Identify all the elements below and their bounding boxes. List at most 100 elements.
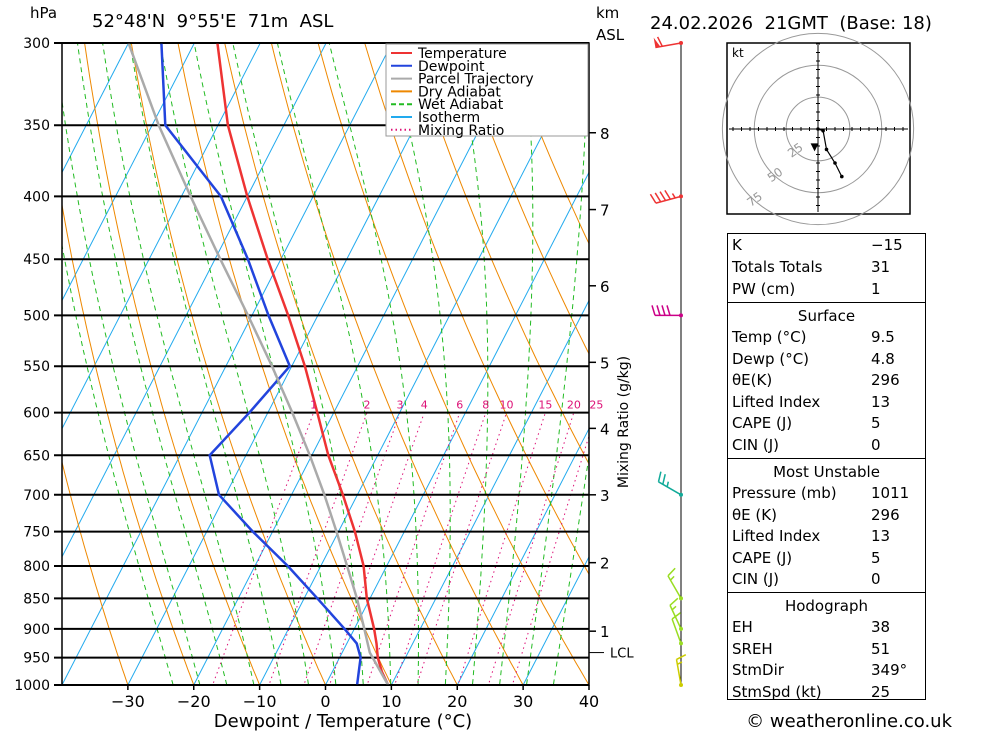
height-tick-label: 2 xyxy=(600,555,610,573)
wet-adiabat-line xyxy=(525,43,588,685)
legend-label: Dry Adiabat xyxy=(418,84,501,100)
row-label: Temp (°C) xyxy=(732,328,807,346)
table-row: CAPE (J) 5 xyxy=(728,548,925,570)
row-value: 0 xyxy=(871,435,881,454)
row-label: StmDir xyxy=(732,661,784,680)
x-tick-label: −30 xyxy=(111,692,145,711)
row-value: 349° xyxy=(871,661,908,680)
table-row: StmDir 349° xyxy=(728,660,925,682)
wet-adiabat-line xyxy=(62,242,174,685)
chart-grid xyxy=(0,6,1000,711)
x-axis-label: Dewpoint / Temperature (°C) xyxy=(214,711,472,732)
wet-adiabat-line xyxy=(232,43,364,685)
mixing-ratio-label: 2 xyxy=(363,399,370,412)
dry-adiabat-line xyxy=(317,43,589,685)
height-axis: 1 2 3 4 5 6 7 8 LCL xyxy=(589,125,634,662)
pressure-tick-label: 700 xyxy=(23,488,50,504)
wet-adiabat-line xyxy=(193,43,337,685)
height-tick-label: 6 xyxy=(600,278,610,296)
mixing-ratio-labels: 1 2 3 4 6 8 10 15 20 25 xyxy=(310,399,603,412)
pressure-tick-label: 550 xyxy=(23,359,50,375)
legend-label: Mixing Ratio xyxy=(418,123,504,139)
row-value: 296 xyxy=(871,505,900,524)
pw-value: 1 xyxy=(871,280,881,298)
mixing-ratio-line xyxy=(394,412,487,685)
table-row: Dewp (°C) 4.8 xyxy=(728,349,925,371)
row-label: StmSpd (kt) xyxy=(732,682,822,701)
pressure-tick-label: 1000 xyxy=(14,678,50,694)
plot-frame xyxy=(61,42,590,686)
isobar-lines xyxy=(54,42,589,686)
row-label: EH xyxy=(732,618,753,636)
wet-adiabat-line xyxy=(499,43,534,685)
height-tick-label: 3 xyxy=(600,487,610,505)
profile-lines xyxy=(127,43,390,685)
row-label: θE (K) xyxy=(732,505,777,524)
height-unit-bottom: ASL xyxy=(596,26,625,44)
row-label: Pressure (mb) xyxy=(732,484,837,502)
surface-title: Surface xyxy=(797,307,856,325)
legend-label: Parcel Trajectory xyxy=(418,72,534,88)
height-tick-label: 7 xyxy=(600,202,610,220)
pw-row: PW (cm) 1 xyxy=(732,280,911,302)
wet-adiabat-line xyxy=(328,43,419,685)
isotherm-line xyxy=(522,555,589,685)
mixing-ratio-line xyxy=(366,412,461,685)
k-index-value: −15 xyxy=(871,236,903,254)
mixing-ratio-line xyxy=(303,412,401,685)
mixing-ratio-label: 15 xyxy=(538,399,552,412)
dry-adiabat-line xyxy=(224,43,458,685)
mu-title: Most Unstable xyxy=(773,463,880,481)
mixing-ratio-label: 20 xyxy=(567,399,581,412)
mixing-ratio-line xyxy=(487,412,575,685)
height-tick-label: 1 xyxy=(600,623,610,641)
storm-motion-marker xyxy=(810,143,819,152)
table-row: StmSpd (kt) 25 xyxy=(728,682,925,704)
mixing-ratio-axis-label: Mixing Ratio (g/kg) xyxy=(616,356,632,488)
wet-adiabat-line xyxy=(552,452,589,685)
wet-adiabat-line xyxy=(129,43,282,685)
wind-barb xyxy=(657,471,683,497)
table-row: SREH 51 xyxy=(728,639,925,661)
pw-label: PW (cm) xyxy=(732,280,796,298)
table-row: Temp (°C) 9.5 xyxy=(728,327,925,349)
row-label: Lifted Index xyxy=(732,527,821,546)
wind-barb-column xyxy=(649,36,687,687)
wet-adiabat-line xyxy=(455,43,489,685)
parcel-trajectory-series xyxy=(127,43,390,685)
legend-label: Temperature xyxy=(417,46,507,62)
row-value: 9.5 xyxy=(871,328,895,346)
dry-adiabat-line xyxy=(504,43,589,245)
wind-barb xyxy=(653,36,683,49)
dry-adiabat-line xyxy=(364,43,589,576)
mixing-ratio-label: 3 xyxy=(396,399,403,412)
most-unstable-section: Most Unstable Pressure (mb) 1011 θE (K) 296 L… xyxy=(728,458,925,591)
isotherm-line xyxy=(0,6,16,711)
isotherm-line xyxy=(62,43,327,558)
dry-adiabat-line xyxy=(62,460,129,685)
x-tick-label: 10 xyxy=(381,692,401,711)
hodo-title: Hodograph xyxy=(784,597,869,615)
legend-label: Dewpoint xyxy=(418,59,485,75)
pressure-tick-label: 300 xyxy=(23,36,50,52)
surface-section: Surface Temp (°C) 9.5 Dewp (°C) 4.8 θE(K) 296 L… xyxy=(728,302,925,457)
mixing-ratio-line xyxy=(511,434,589,685)
isotherm-line xyxy=(324,171,589,685)
wet-adiabat-line xyxy=(276,43,392,685)
row-label: θE(K) xyxy=(732,371,773,390)
pressure-unit-label: hPa xyxy=(30,4,57,22)
height-tick-label: 5 xyxy=(600,354,610,372)
hodograph-ring xyxy=(721,32,915,226)
wind-barb xyxy=(649,189,683,204)
mixing-ratio-label: 4 xyxy=(421,399,428,412)
wet-adiabat-line xyxy=(76,43,228,685)
dry-adiabat-line xyxy=(62,202,195,685)
wind-barb xyxy=(675,654,687,687)
dry-adiabat-line xyxy=(995,6,1000,711)
hodograph-point xyxy=(840,174,844,179)
pressure-tick-label: 900 xyxy=(23,622,50,638)
mixing-ratio-label: 10 xyxy=(500,399,514,412)
table-row: CIN (J) 0 xyxy=(728,435,925,457)
row-value: 51 xyxy=(871,639,891,658)
